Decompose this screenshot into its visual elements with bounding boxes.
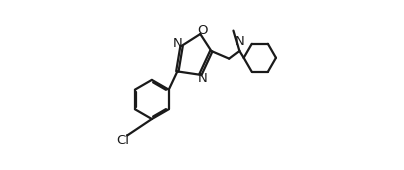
Text: Cl: Cl xyxy=(116,134,129,147)
Text: N: N xyxy=(235,35,244,48)
Text: N: N xyxy=(173,37,182,50)
Text: N: N xyxy=(198,72,207,85)
Text: O: O xyxy=(197,24,208,37)
